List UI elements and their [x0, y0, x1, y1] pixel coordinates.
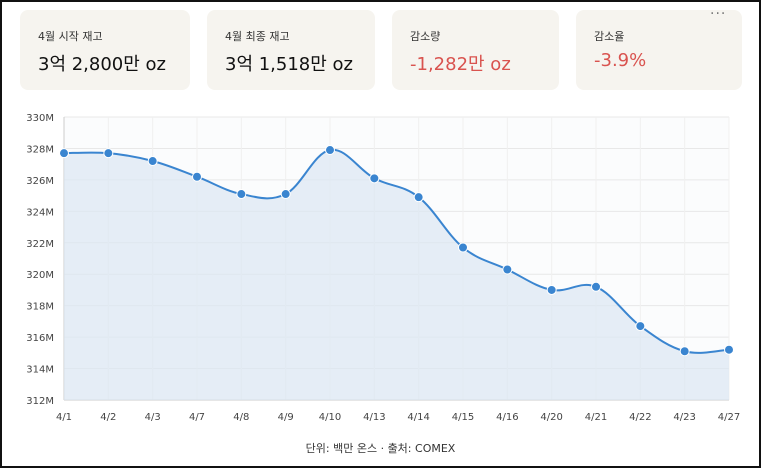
end-inventory-card: 4월 최종 재고 3억 1,518만 oz: [207, 10, 375, 90]
x-tick-label: 4/10: [319, 412, 341, 423]
x-tick-label: 4/21: [585, 412, 607, 423]
data-point: [458, 242, 468, 253]
y-tick-label: 324M: [26, 207, 54, 218]
y-tick-label: 326M: [26, 176, 54, 187]
data-point: [369, 173, 380, 184]
card-value: -3.9%: [594, 50, 647, 71]
x-tick-label: 4/22: [629, 412, 651, 423]
card-label: 4월 최종 재고: [225, 30, 290, 43]
x-tick-label: 4/14: [407, 412, 429, 423]
data-point: [413, 192, 424, 203]
card-label: 4월 시작 재고: [38, 30, 103, 43]
data-point: [724, 344, 734, 355]
x-tick-label: 4/8: [233, 412, 249, 423]
data-point: [546, 284, 557, 295]
y-tick-label: 322M: [26, 239, 54, 250]
y-tick-label: 316M: [26, 333, 54, 344]
chart-footnote: 단위: 백만 온스 · 출처: COMEX: [305, 442, 456, 455]
x-tick-label: 4/27: [718, 412, 740, 423]
decrease-rate-card: 감소율 -3.9%: [576, 10, 742, 90]
y-tick-label: 314M: [26, 365, 54, 376]
data-point: [679, 346, 690, 357]
x-tick-label: 4/20: [540, 412, 562, 423]
x-tick-label: 4/7: [189, 412, 205, 423]
data-point: [591, 281, 601, 292]
series-area: [64, 149, 729, 400]
card-value: -1,282만 oz: [410, 54, 511, 75]
y-tick-label: 312M: [26, 396, 54, 407]
x-tick-label: 4/15: [452, 412, 474, 423]
card-label: 감소율: [594, 30, 625, 43]
card-value: 3억 2,800만 oz: [38, 54, 167, 75]
data-point: [103, 148, 114, 159]
y-tick-label: 320M: [26, 270, 54, 281]
data-point: [59, 148, 69, 159]
more-options-icon[interactable]: ···: [710, 6, 727, 22]
card-label: 감소량: [410, 30, 441, 43]
decrease-amount-card: 감소량 -1,282만 oz: [392, 10, 559, 90]
series-line: [63, 149, 730, 354]
x-tick-label: 4/13: [363, 412, 385, 423]
x-tick-label: 4/3: [145, 412, 161, 423]
x-tick-label: 4/2: [100, 412, 116, 423]
y-tick-label: 328M: [26, 144, 54, 155]
x-tick-label: 4/1: [56, 412, 72, 423]
data-point: [280, 189, 291, 200]
data-point: [635, 321, 646, 332]
data-point: [502, 264, 513, 275]
y-tick-label: 318M: [26, 302, 54, 313]
data-point: [236, 189, 247, 200]
start-inventory-card: 4월 시작 재고 3억 2,800만 oz: [20, 10, 190, 90]
card-value: 3억 1,518만 oz: [225, 54, 354, 75]
x-tick-label: 4/16: [496, 412, 518, 423]
x-tick-label: 4/9: [278, 412, 294, 423]
data-point: [192, 171, 202, 182]
x-tick-label: 4/23: [673, 412, 695, 423]
data-point: [325, 145, 335, 156]
data-point: [147, 156, 158, 167]
y-tick-label: 330M: [26, 113, 54, 124]
